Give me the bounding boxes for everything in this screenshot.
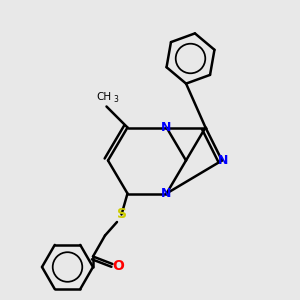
Text: S: S <box>116 208 127 221</box>
Text: CH: CH <box>97 92 112 102</box>
Text: N: N <box>161 187 172 200</box>
Text: O: O <box>112 259 124 272</box>
Text: 3: 3 <box>114 94 118 103</box>
Text: N: N <box>218 154 229 167</box>
Text: N: N <box>161 121 172 134</box>
